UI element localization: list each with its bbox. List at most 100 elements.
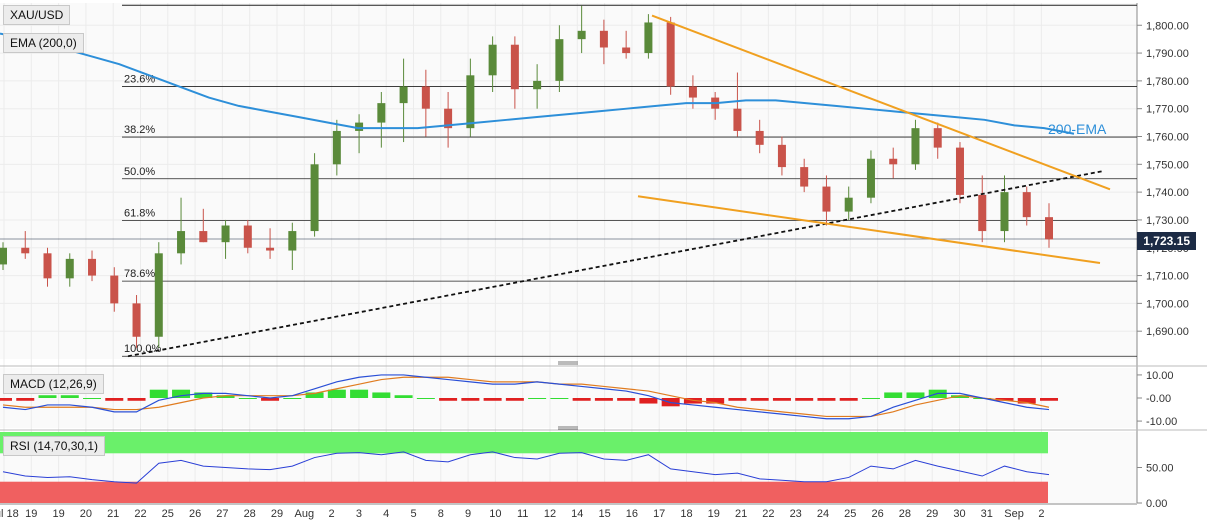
x-tick-label: 30 [953,508,965,520]
x-tick-label: 19 [25,508,37,520]
x-tick-label: 21 [107,508,119,520]
x-tick-label: 24 [817,508,829,520]
macd-tick-label: -0.00 [1146,393,1171,405]
candle-body [955,147,964,195]
macd-histogram-bar [238,398,257,399]
macd-indicator-label[interactable]: MACD (12,26,9) [3,374,104,394]
ema-indicator-label[interactable]: EMA (200,0) [3,33,84,53]
macd-histogram-bar [639,398,658,404]
candle-body [377,103,386,123]
candle-body [533,80,542,90]
price-panel-bg [0,3,1137,359]
fib-level-label: 38.2% [124,124,155,136]
candle-body [1045,217,1053,240]
macd-histogram-bar [1017,398,1036,404]
macd-histogram-bar [483,398,502,401]
macd-histogram-bar [16,398,35,401]
macd-histogram-bar [172,389,191,398]
macd-histogram-bar [416,398,435,399]
x-tick-label: 3 [356,508,362,520]
candle-body [355,122,364,131]
rsi-line [2,451,1050,484]
price-tick-label: 1,700.00 [1146,298,1189,310]
macd-histogram-bar [394,395,413,398]
macd-histogram-bar [772,398,791,401]
candle-body [310,164,319,232]
macd-histogram-bar [505,398,524,401]
x-tick-label: 2 [1038,508,1044,520]
x-tick-label: 23 [790,508,802,520]
macd-histogram-bar [372,392,391,398]
macd-histogram-bar [0,398,12,401]
candle-body [444,108,453,129]
x-tick-label: Aug [295,508,315,520]
x-tick-label: 5 [410,508,416,520]
fib-level-label: 50.0% [124,166,155,178]
macd-histogram-bar [305,392,324,398]
candle-body [1000,192,1009,232]
last-price-tag: 1,723.15 [1137,232,1196,250]
candle-body [177,231,186,254]
candle-body [221,225,230,243]
x-tick-label: 18 [680,508,692,520]
macd-histogram-bar [906,392,925,398]
rsi-indicator-label[interactable]: RSI (14,70,30,1) [3,436,106,456]
x-tick-label: 12 [544,508,556,520]
macd-signal-line [2,376,1050,418]
price-tick-label: 1,780.00 [1146,76,1189,88]
macd-histogram-bar [194,392,213,398]
candle-body [288,231,297,251]
macd-histogram-bar [127,398,146,401]
macd-histogram-bar [261,398,280,401]
candle-body [21,247,30,254]
candle-body [132,303,141,337]
candle-body [978,194,987,232]
candle-body [688,86,697,98]
channel-lower-line [637,195,1101,265]
x-tick-label: 8 [438,508,444,520]
candle-body [933,128,942,148]
candle-body [755,130,764,145]
macd-histogram-bar [283,398,302,399]
x-tick-label: Sep [1004,508,1024,520]
fib-level-label: 23.6% [124,73,155,85]
x-tick-label: 19 [708,508,720,520]
macd-histogram-bar [795,398,814,401]
price-tick-label: 1,740.00 [1146,187,1189,199]
price-tick-label: 1,750.00 [1146,159,1189,171]
macd-histogram-bar [884,392,903,398]
macd-histogram-bar [38,395,57,398]
candle-body [88,258,97,276]
macd-histogram-bar [350,389,369,398]
candle-body [822,186,831,212]
macd-histogram-bar [706,398,725,404]
candle-body [110,275,119,304]
macd-histogram-bar [839,398,858,401]
macd-histogram-bar [327,389,346,398]
macd-histogram-bar [550,398,569,399]
macd-histogram-bar [461,398,480,401]
macd-histogram-bar [861,398,880,399]
price-tick-label: 1,770.00 [1146,104,1189,116]
x-tick-label: Jul 18 [0,508,19,520]
macd-histogram-bar [1040,398,1058,401]
fib-level-label: 78.6% [124,268,155,280]
x-tick-label: 15 [598,508,610,520]
rsi-tick-label: 50.00 [1146,463,1174,475]
rsi-tick-label: 0.00 [1146,498,1167,510]
x-tick-label: 14 [571,508,583,520]
x-tick-label: 2 [329,508,335,520]
candle-body [510,44,519,90]
macd-histogram-bar [750,398,769,401]
x-tick-label: 29 [271,508,283,520]
x-tick-label: 26 [189,508,201,520]
x-tick-label: 11 [517,508,528,520]
rsi-oversold-zone [0,481,1048,503]
macd-histogram-bar [594,398,613,401]
rsi-overbought-zone [0,432,1048,454]
macd-histogram-bar [995,398,1014,401]
macd-histogram-bar [950,395,969,398]
x-tick-label: 19 [52,508,64,520]
macd-histogram-bar [617,398,636,401]
